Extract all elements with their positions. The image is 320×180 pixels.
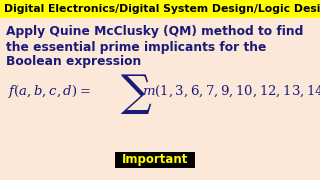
Text: $m(1, 3, 6, 7, 9, 10, 12, 13, 14, 15)$: $m(1, 3, 6, 7, 9, 10, 12, 13, 14, 15)$ — [142, 83, 320, 99]
Bar — [115, 152, 195, 168]
Text: Boolean expression: Boolean expression — [6, 55, 141, 69]
Text: $f(a, b, c, d) =$: $f(a, b, c, d) =$ — [8, 82, 91, 100]
Text: the essential prime implicants for the: the essential prime implicants for the — [6, 40, 266, 53]
Text: Digital Electronics/Digital System Design/Logic Design: Digital Electronics/Digital System Desig… — [4, 4, 320, 14]
Text: Apply Quine McClusky (QM) method to find: Apply Quine McClusky (QM) method to find — [6, 26, 303, 39]
Text: Important: Important — [122, 154, 188, 166]
Bar — [0, 0, 320, 18]
Text: $\sum$: $\sum$ — [120, 73, 152, 116]
